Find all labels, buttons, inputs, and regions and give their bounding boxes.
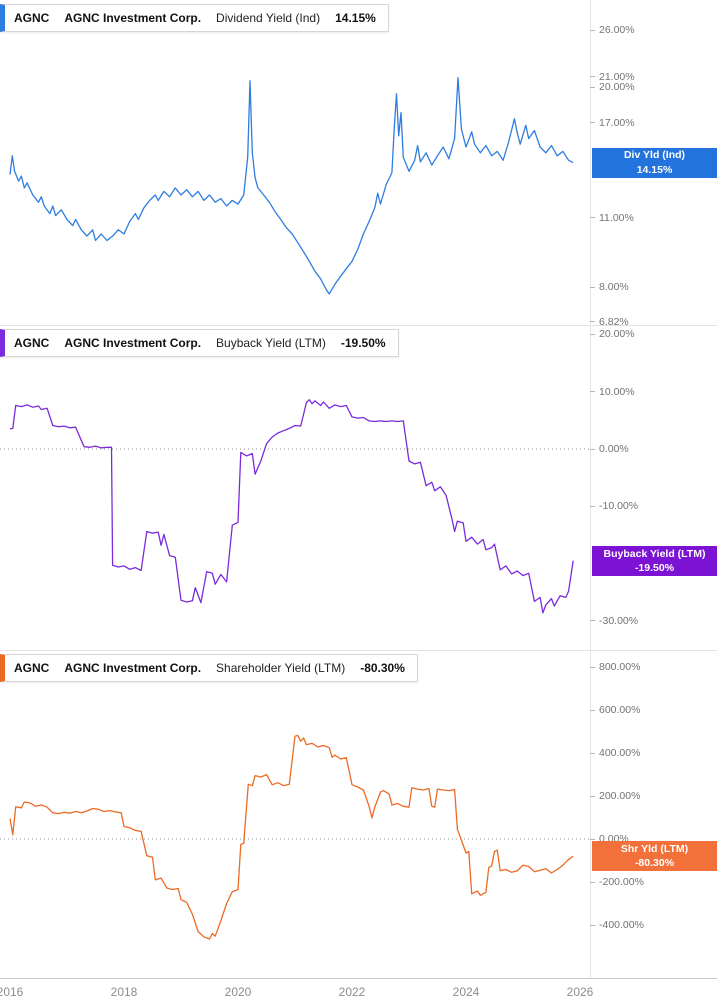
- y-axis-tick: 8.00%: [590, 281, 629, 293]
- tick-mark: [590, 122, 595, 124]
- dividend-yield-legend[interactable]: AGNC AGNC Investment Corp. Dividend Yiel…: [0, 4, 389, 32]
- dividend-yield-chart-area[interactable]: [0, 0, 590, 325]
- y-axis-tick: -10.00%: [590, 500, 639, 513]
- tick-label: -200.00%: [599, 876, 644, 888]
- tick-label: 10.00%: [599, 385, 635, 398]
- x-axis-label: 2026: [566, 985, 594, 999]
- series-line: [9, 399, 574, 614]
- ticker-label: AGNC: [14, 336, 50, 350]
- tick-mark: [590, 505, 595, 507]
- y-axis-tick: 10.00%: [590, 385, 635, 398]
- y-axis-line: [590, 0, 591, 978]
- buyback-yield-legend[interactable]: AGNC AGNC Investment Corp. Buyback Yield…: [0, 329, 399, 357]
- tick-mark: [590, 333, 595, 335]
- company-name-label: AGNC Investment Corp.: [64, 661, 202, 675]
- y-axis-tick: 800.00%: [590, 661, 641, 673]
- y-axis-tick: 21.00%: [590, 70, 635, 83]
- y-axis-tick: 200.00%: [590, 790, 641, 802]
- tick-label: 6.82%: [599, 315, 629, 328]
- tick-mark: [590, 391, 595, 393]
- y-axis-tick: 20.00%: [590, 81, 635, 94]
- value-tag-metric: Div Yld (Ind): [623, 149, 686, 162]
- value-tag-value: -80.30%: [634, 857, 675, 870]
- tick-label: -10.00%: [599, 500, 639, 513]
- tick-mark: [590, 666, 595, 668]
- tick-label: 800.00%: [599, 661, 641, 673]
- tick-label: 26.00%: [599, 24, 635, 36]
- metric-value-label: -80.30%: [360, 661, 405, 675]
- tick-mark: [590, 86, 595, 88]
- tick-mark: [590, 881, 595, 883]
- shareholder-yield-value-tag: Shr Yld (LTM) -80.30%: [592, 841, 717, 872]
- metric-value-label: 14.15%: [335, 11, 376, 25]
- company-name-label: AGNC Investment Corp.: [64, 336, 202, 350]
- x-axis-label: 2018: [110, 985, 138, 999]
- metric-name-label: Dividend Yield (Ind): [216, 11, 321, 25]
- y-axis-tick: 17.00%: [590, 116, 635, 129]
- tick-mark: [590, 321, 595, 323]
- y-axis-tick: 6.82%: [590, 315, 629, 328]
- tick-label: 400.00%: [599, 747, 641, 759]
- tick-label: 20.00%: [599, 81, 635, 94]
- buyback-yield-panel[interactable]: AGNC AGNC Investment Corp. Buyback Yield…: [0, 325, 717, 651]
- tick-mark: [590, 795, 595, 797]
- dividend-yield-panel[interactable]: AGNC AGNC Investment Corp. Dividend Yiel…: [0, 0, 717, 326]
- company-name-label: AGNC Investment Corp.: [64, 11, 202, 25]
- series-line: [9, 76, 574, 295]
- dividend-yield-value-tag: Div Yld (Ind) 14.15%: [592, 147, 717, 178]
- tick-mark: [590, 76, 595, 78]
- tick-label: 8.00%: [599, 281, 629, 293]
- tick-label: 17.00%: [599, 116, 635, 129]
- y-axis-tick: 0.00%: [590, 443, 629, 455]
- y-axis-tick: 11.00%: [590, 211, 634, 224]
- value-tag-metric: Buyback Yield (LTM): [603, 547, 706, 560]
- y-axis-tick: 400.00%: [590, 747, 641, 759]
- value-tag-value: 14.15%: [636, 163, 673, 176]
- tick-label: 11.00%: [599, 211, 634, 224]
- value-tag-metric: Shr Yld (LTM): [620, 843, 689, 856]
- tick-mark: [590, 620, 595, 622]
- tick-label: 20.00%: [599, 328, 635, 341]
- x-axis-label: 2020: [224, 985, 252, 999]
- tick-label: -30.00%: [599, 614, 639, 627]
- buyback-yield-value-tag: Buyback Yield (LTM) -19.50%: [592, 545, 717, 576]
- y-axis-tick: -200.00%: [590, 876, 644, 888]
- series-line: [9, 734, 574, 940]
- shareholder-yield-legend[interactable]: AGNC AGNC Investment Corp. Shareholder Y…: [0, 654, 418, 682]
- tick-mark: [590, 286, 595, 288]
- ticker-label: AGNC: [14, 11, 50, 25]
- tick-label: -400.00%: [599, 919, 644, 931]
- tick-mark: [590, 217, 595, 218]
- x-axis-label: 2022: [338, 985, 366, 999]
- tick-label: 0.00%: [599, 443, 629, 455]
- tick-mark: [590, 752, 595, 754]
- tick-label: 600.00%: [599, 704, 641, 716]
- tick-mark: [590, 29, 595, 31]
- x-axis-label: 2016: [0, 985, 24, 999]
- tick-label: 21.00%: [599, 70, 635, 83]
- tick-mark: [590, 924, 595, 926]
- metric-name-label: Shareholder Yield (LTM): [216, 661, 346, 675]
- tick-mark: [590, 709, 595, 711]
- x-axis[interactable]: 2016 2018 2020 2022 2024 2026: [0, 978, 717, 1005]
- tick-mark: [590, 448, 595, 450]
- metric-name-label: Buyback Yield (LTM): [216, 336, 326, 350]
- y-axis-tick: 600.00%: [590, 704, 641, 716]
- metric-value-label: -19.50%: [340, 336, 386, 350]
- shareholder-yield-chart-area[interactable]: [0, 650, 590, 978]
- shareholder-yield-panel[interactable]: AGNC AGNC Investment Corp. Shareholder Y…: [0, 650, 717, 978]
- tick-label: 200.00%: [599, 790, 641, 802]
- ticker-label: AGNC: [14, 661, 50, 675]
- value-tag-value: -19.50%: [634, 561, 675, 574]
- y-axis-tick: -30.00%: [590, 614, 639, 627]
- y-axis-tick: 20.00%: [590, 328, 635, 341]
- x-axis-label: 2024: [452, 985, 480, 999]
- buyback-yield-chart-area[interactable]: [0, 325, 590, 650]
- y-axis-tick: 26.00%: [590, 24, 635, 36]
- tick-mark: [590, 838, 595, 840]
- y-axis-tick: -400.00%: [590, 919, 644, 931]
